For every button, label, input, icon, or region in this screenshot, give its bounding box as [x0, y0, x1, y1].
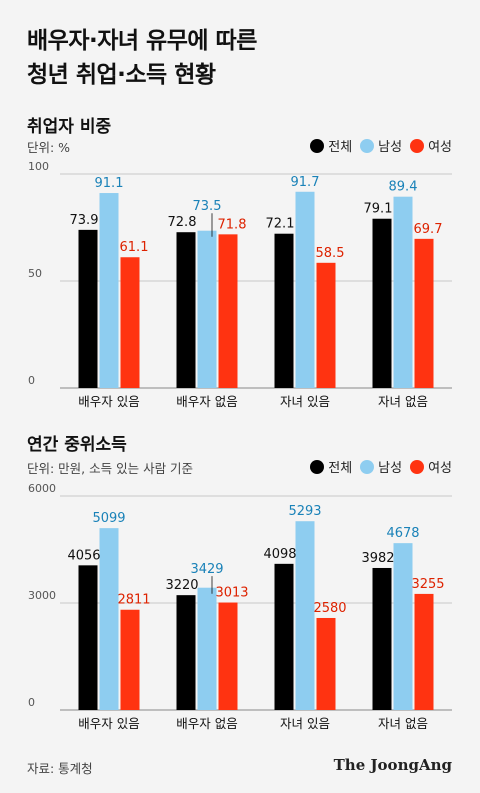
- data-label-female: 2811: [117, 593, 150, 608]
- bar-male: [99, 528, 119, 710]
- legend-item-female: 여성: [410, 457, 452, 476]
- title-line-1: 배우자·자녀 유무에 따른: [27, 28, 257, 54]
- page-title: 배우자·자녀 유무에 따른 청년 취업·소득 현황: [27, 24, 257, 92]
- chart2-legend: 전체 남성 여성: [310, 457, 452, 476]
- x-tick-label: 배우자 있음: [78, 716, 139, 731]
- brand-logo: The JoongAng: [333, 756, 452, 774]
- legend-swatch-male: [360, 138, 375, 153]
- bar-female: [218, 602, 238, 710]
- bar-total: [78, 229, 98, 388]
- data-label-male: 91.1: [95, 176, 124, 191]
- y-tick-label: 100: [28, 160, 49, 173]
- bar-female: [414, 593, 434, 710]
- bar-male: [393, 196, 413, 388]
- data-label-male: 91.7: [291, 175, 320, 190]
- legend-item-total: 전체: [310, 457, 352, 476]
- legend-item-male: 남성: [360, 136, 402, 155]
- legend-item-male: 남성: [360, 457, 402, 476]
- legend-label-total: 전체: [328, 140, 353, 155]
- bar-female: [414, 238, 434, 388]
- data-label-male: 89.4: [389, 180, 418, 195]
- data-label-male: 5293: [288, 504, 321, 519]
- bar-male: [197, 587, 217, 710]
- x-tick-label: 배우자 없음: [176, 716, 237, 731]
- bar-female: [120, 257, 140, 388]
- source-note: 자료: 통계청: [27, 761, 93, 776]
- data-label-female: 71.8: [218, 217, 247, 232]
- bar-female: [316, 262, 336, 388]
- legend-label-male: 남성: [378, 140, 403, 155]
- data-label-total: 72.8: [168, 215, 197, 230]
- bar-total: [372, 567, 392, 710]
- bar-total: [372, 218, 392, 388]
- legend-swatch-male: [360, 459, 375, 474]
- bar-total: [176, 595, 196, 710]
- legend-label-male: 남성: [378, 461, 403, 476]
- data-label-female: 3013: [215, 586, 248, 601]
- bar-total: [176, 232, 196, 388]
- legend-swatch-female: [410, 138, 425, 153]
- data-label-total: 73.9: [70, 213, 99, 228]
- legend-swatch-total: [310, 138, 325, 153]
- data-label-male: 73.5: [193, 199, 222, 214]
- y-tick-label: 50: [28, 267, 42, 280]
- bar-male: [295, 191, 315, 388]
- legend-label-female: 여성: [428, 140, 452, 155]
- data-label-male: 3429: [190, 562, 223, 577]
- bar-total: [274, 233, 294, 388]
- data-label-male: 5099: [92, 511, 125, 526]
- chart1-title: 취업자 비중: [27, 117, 112, 137]
- legend-label-female: 여성: [428, 461, 452, 476]
- chart2-title: 연간 중위소득: [27, 435, 127, 455]
- bar-male: [295, 521, 315, 710]
- chart2-unit: 단위: 만원, 소득 있는 사람 기준: [27, 461, 194, 476]
- chart1-legend: 전체 남성 여성: [310, 136, 452, 155]
- bar-female: [316, 617, 336, 710]
- data-label-female: 3255: [411, 577, 444, 592]
- x-tick-label: 자녀 있음: [280, 716, 330, 731]
- y-tick-label: 3000: [28, 589, 56, 602]
- x-tick-label: 배우자 있음: [78, 394, 139, 409]
- chart1-unit: 단위: %: [27, 140, 71, 155]
- bar-female: [218, 234, 238, 388]
- bar-male: [197, 230, 217, 388]
- data-label-total: 3982: [361, 551, 394, 566]
- data-label-male: 4678: [386, 526, 419, 541]
- data-label-female: 58.5: [316, 246, 345, 261]
- legend-label-total: 전체: [328, 461, 353, 476]
- legend-swatch-female: [410, 459, 425, 474]
- bar-male: [393, 543, 413, 710]
- data-label-total: 4056: [67, 548, 100, 563]
- bar-male: [99, 193, 119, 388]
- data-label-female: 69.7: [414, 222, 443, 237]
- legend-swatch-total: [310, 459, 325, 474]
- legend-item-total: 전체: [310, 136, 352, 155]
- data-label-total: 79.1: [364, 202, 393, 217]
- data-label-female: 61.1: [120, 240, 149, 255]
- legend-item-female: 여성: [410, 136, 452, 155]
- y-tick-label: 0: [28, 374, 35, 387]
- x-tick-label: 자녀 있음: [280, 394, 330, 409]
- x-tick-label: 자녀 없음: [378, 716, 428, 731]
- title-line-2: 청년 취업·소득 현황: [27, 62, 216, 88]
- x-tick-label: 배우자 없음: [176, 394, 237, 409]
- employment-share-chart: 0 50 100 73.9 91.1 61.1 배우자 있음 72.873.5 71.8 배우자 …: [28, 160, 452, 409]
- data-label-female: 2580: [313, 601, 346, 616]
- bar-total: [78, 565, 98, 710]
- data-label-total: 72.1: [266, 217, 295, 232]
- bar-total: [274, 563, 294, 710]
- x-tick-label: 자녀 없음: [378, 394, 428, 409]
- data-label-total: 3220: [165, 578, 198, 593]
- data-label-total: 4098: [263, 547, 296, 562]
- bar-female: [120, 609, 140, 710]
- y-tick-label: 6000: [28, 482, 56, 495]
- y-tick-label: 0: [28, 696, 35, 709]
